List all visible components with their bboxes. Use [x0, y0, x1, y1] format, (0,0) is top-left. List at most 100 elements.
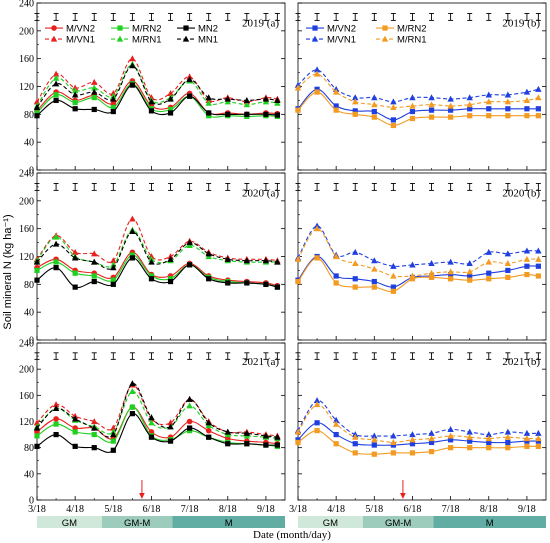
y-axis-label: Soil mineral N (kg ha⁻¹) [2, 214, 14, 329]
data-point-m-vn2-11 [505, 267, 511, 274]
data-point-mn1-11 [243, 97, 251, 104]
series-mn1 [33, 228, 281, 271]
data-point-mn2-13 [274, 112, 280, 118]
data-point-mn1-6 [148, 98, 155, 105]
data-point-mn2-9 [206, 276, 212, 282]
data-point-m-rn2-1 [314, 428, 320, 434]
error-bar-6 [148, 182, 154, 191]
data-point-m-vn1-8 [447, 425, 454, 432]
data-point-m-vn1-5 [129, 215, 136, 222]
data-point-mn1-6 [148, 258, 155, 265]
error-bar-10 [486, 12, 492, 21]
data-point-m-vn1-9 [466, 260, 473, 267]
data-point-m-rn2-4 [110, 277, 116, 283]
data-point-m-vn1-1 [52, 401, 60, 408]
data-point-m-rn1-11 [504, 98, 512, 105]
data-point-m-rn1-7 [428, 101, 435, 108]
series-m-rn2 [295, 428, 541, 457]
data-point-m-vn1-2 [71, 248, 79, 255]
data-point-m-rn2-3 [352, 450, 358, 456]
error-bar-11 [244, 12, 250, 21]
legend-label: M/VN2 [66, 24, 95, 35]
error-bar-1 [314, 12, 320, 21]
stage-label: GM-M [385, 518, 411, 529]
error-bar-9 [206, 352, 212, 360]
stage-band-gm [37, 516, 102, 528]
data-point-m-vn2-11 [505, 106, 511, 112]
data-point-mn2-0 [34, 443, 40, 449]
data-point-m-rn2-0 [34, 433, 40, 439]
data-point-m-vn2-3 [352, 108, 358, 114]
series-line-m-rn1 [36, 229, 278, 268]
series-line-m-rn1 [297, 73, 539, 108]
error-bar-13 [274, 352, 280, 360]
error-bar-8 [187, 352, 193, 360]
data-point-mn1-13 [274, 97, 281, 104]
series-m-rn1 [294, 225, 542, 279]
legend-entry-m-rn1: M/RN1 [376, 35, 427, 46]
data-point-m-rn2-8 [187, 428, 193, 434]
data-point-m-vn1-4 [110, 257, 117, 264]
data-point-m-rn2-3 [352, 111, 358, 117]
data-point-m-rn2-3 [352, 284, 358, 290]
data-point-m-rn2-9 [467, 445, 473, 451]
error-bar-3 [91, 182, 97, 191]
data-point-mn1-10 [224, 95, 231, 102]
data-point-m-rn1-12 [523, 255, 531, 262]
error-bar-2 [333, 182, 339, 191]
data-point-mn2-4 [110, 447, 116, 453]
data-point-m-rn1-6 [409, 436, 416, 443]
error-bar-6 [409, 12, 415, 21]
legend-entry-m-vn1: M/VN1 [306, 35, 356, 46]
data-point-m-vn1-5 [390, 98, 397, 105]
data-point-m-rn1-2 [332, 420, 340, 427]
data-point-m-rn2-4 [371, 284, 377, 290]
data-point-m-vn2-10 [486, 439, 492, 446]
error-bar-2 [72, 352, 78, 360]
data-point-m-rn2-1 [53, 92, 59, 98]
stage-label: GM [62, 518, 77, 529]
series-line-m-rn1 [36, 390, 278, 440]
data-point-mn2-0 [34, 113, 40, 119]
chart-panel-2019-b: 2019 (b) M/VN2 M/RN2 M/VN1 M/RN1 [294, 2, 547, 171]
data-point-m-vn2-9 [205, 427, 212, 434]
y-tick-label: 0 [29, 336, 34, 347]
data-point-mn1-5 [129, 380, 136, 387]
data-point-m-rn2-11 [505, 445, 511, 451]
error-bar-12 [524, 182, 530, 191]
error-bar-2 [333, 12, 339, 21]
data-point-mn2-11 [244, 111, 250, 117]
data-point-mn1-10 [224, 428, 231, 435]
data-point-m-vn2-11 [505, 439, 511, 446]
data-point-m-vn2-1 [314, 420, 320, 426]
data-point-m-vn1-5 [129, 55, 136, 62]
x-tick-label: 7/18 [442, 504, 460, 515]
data-point-m-vn1-3 [352, 248, 359, 255]
data-point-m-rn2-13 [535, 443, 541, 449]
data-point-m-rn2-7 [167, 106, 174, 113]
data-point-m-vn1-3 [352, 94, 359, 101]
data-point-mn1-4 [110, 264, 117, 271]
data-point-m-vn1-11 [504, 91, 512, 98]
data-point-m-vn1-12 [523, 88, 531, 95]
series-line-m-vn1 [297, 69, 539, 103]
data-point-m-rn2-5 [129, 404, 135, 410]
data-point-m-vn2-12 [524, 263, 530, 269]
error-bar-0 [295, 352, 301, 360]
data-point-m-vn1-3 [91, 418, 98, 425]
error-bar-8 [448, 182, 454, 191]
data-point-m-rn2-7 [428, 274, 435, 280]
data-point-m-vn2-10 [486, 106, 492, 112]
error-bar-7 [168, 352, 174, 360]
data-point-m-rn1-2 [332, 253, 340, 260]
error-bar-10 [486, 182, 492, 191]
series-m-vn1 [33, 55, 281, 105]
data-point-m-vn2-8 [448, 107, 454, 113]
data-point-m-vn2-4 [371, 442, 377, 448]
error-bar-4 [110, 352, 116, 360]
legend-entry-mn1: MN1 [177, 35, 218, 46]
error-bar-6 [409, 352, 415, 360]
error-bar-9 [467, 182, 473, 191]
data-point-m-vn1-7 [167, 419, 174, 426]
data-point-mn2-10 [225, 280, 231, 286]
